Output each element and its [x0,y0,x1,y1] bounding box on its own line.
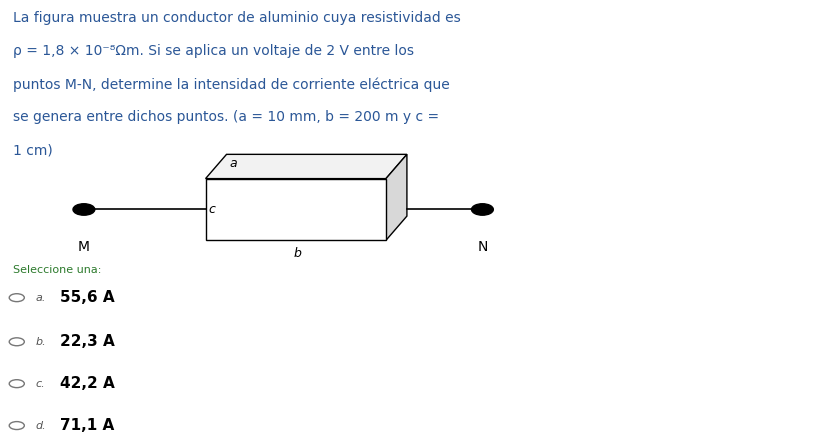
Text: a: a [229,157,237,170]
Text: La figura muestra un conductor de aluminio cuya resistividad es: La figura muestra un conductor de alumin… [13,11,461,25]
Circle shape [472,204,493,215]
Text: 1 cm): 1 cm) [13,143,52,157]
Text: puntos M-N, determine la intensidad de corriente eléctrica que: puntos M-N, determine la intensidad de c… [13,77,450,92]
Circle shape [9,338,24,346]
Polygon shape [386,154,407,240]
Circle shape [9,294,24,302]
Text: b.: b. [35,337,46,347]
Text: Seleccione una:: Seleccione una: [13,265,101,275]
Text: d.: d. [35,421,46,430]
Text: N: N [477,240,487,254]
Circle shape [9,422,24,430]
Text: c.: c. [35,379,44,389]
Text: c: c [208,203,215,216]
Text: 42,2 A: 42,2 A [60,376,115,391]
Text: 71,1 A: 71,1 A [60,418,115,433]
Bar [206,179,386,240]
Polygon shape [206,154,407,179]
Text: M: M [78,240,90,254]
Text: b: b [294,247,302,260]
Text: ρ = 1,8 × 10⁻⁸Ωm. Si se aplica un voltaje de 2 V entre los: ρ = 1,8 × 10⁻⁸Ωm. Si se aplica un voltaj… [13,44,414,58]
Text: se genera entre dichos puntos. (a = 10 mm, b = 200 m y c =: se genera entre dichos puntos. (a = 10 m… [13,110,439,124]
Circle shape [73,204,95,215]
Text: 22,3 A: 22,3 A [60,334,115,349]
Text: a.: a. [35,293,45,303]
Text: 55,6 A: 55,6 A [60,290,115,305]
Circle shape [9,380,24,388]
